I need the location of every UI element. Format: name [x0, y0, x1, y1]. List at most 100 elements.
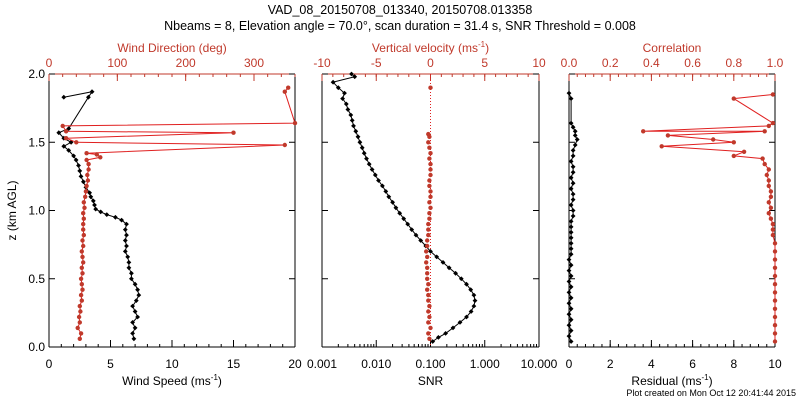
correlation-data-point: [568, 229, 574, 235]
correlation-data-point: [770, 227, 776, 232]
snr-data-point: [353, 128, 359, 134]
wind-data-point: [85, 178, 91, 183]
snr-data-point: [357, 139, 363, 145]
wind-data-point: [104, 212, 110, 217]
wind-data-point: [86, 161, 91, 167]
correlation-data-point: [572, 133, 578, 138]
wind-data-point: [63, 136, 69, 141]
snr-data-point: [345, 107, 351, 112]
snr-data-point: [425, 265, 430, 270]
wind-xtick-label: 5: [107, 357, 114, 371]
correlation-xtick-label: 4: [648, 357, 655, 371]
wind-data-point: [124, 232, 129, 238]
correlation-top-tick-label: 0.0: [561, 56, 578, 70]
correlation-series-0: [566, 90, 580, 344]
correlation-xtick-label: 8: [730, 357, 737, 371]
snr-data-point: [425, 287, 430, 292]
correlation-data-point: [770, 232, 776, 238]
wind-ytick-label: 0.0: [28, 340, 45, 354]
snr-data-point: [471, 303, 477, 309]
wind-data-point: [77, 168, 83, 174]
snr-data-point: [380, 183, 385, 189]
snr-data-point: [472, 298, 478, 303]
snr-data-point: [426, 227, 431, 232]
snr-data-point: [409, 227, 415, 232]
correlation-data-point: [772, 249, 778, 254]
correlation-data-point: [570, 169, 576, 175]
wind-data-point: [80, 238, 85, 243]
correlation-xlabel-tail: ): [709, 374, 713, 388]
wind-ytick-label: 1.0: [28, 204, 45, 218]
wind-ytick-label: 2.0: [28, 67, 45, 81]
correlation-top-tick-label: 1.0: [767, 56, 784, 70]
correlation-data-point: [570, 180, 576, 186]
correlation-data-point: [741, 149, 747, 154]
snr-data-point: [426, 221, 431, 227]
correlation-top-tick-label: 0.8: [725, 56, 742, 70]
correlation-data-point: [566, 300, 572, 306]
wind-data-point: [81, 227, 86, 232]
wind-data-point: [81, 232, 87, 238]
wind-data-point: [63, 129, 69, 134]
snr-data-point: [426, 131, 431, 137]
correlation-data-point: [570, 191, 576, 197]
snr-data-point: [424, 249, 429, 254]
wind-data-point: [84, 157, 89, 163]
wind-data-point: [90, 198, 96, 204]
snr-data-point: [418, 238, 424, 243]
wind-data-point: [61, 143, 67, 149]
correlation-data-point: [772, 339, 778, 344]
correlation-data-point: [568, 273, 574, 279]
wind-ytick-label: 0.5: [28, 272, 45, 286]
snr-data-point: [468, 309, 474, 314]
snr-data-point: [428, 172, 433, 178]
wind-data-point: [282, 89, 287, 94]
wind-data-point: [292, 120, 298, 126]
snr-data-point: [390, 199, 395, 205]
correlation-data-point: [572, 142, 578, 148]
correlation-data-point: [566, 322, 572, 328]
wind-xlabel: Wind Speed (ms-1): [122, 373, 222, 388]
wind-data-point: [86, 94, 91, 100]
wind-data-point: [89, 89, 95, 95]
wind-data-point: [122, 227, 128, 232]
snr-data-point: [425, 276, 430, 281]
plot-created-footer: Plot created on Mon Oct 12 20:41:44 2015: [626, 388, 796, 398]
wind-data-point: [78, 292, 84, 298]
correlation-data-point: [766, 178, 771, 183]
correlation-data-point: [568, 202, 574, 208]
snr-top-label-tail: ): [485, 41, 489, 55]
wind-data-point: [122, 238, 128, 243]
wind-data-point: [81, 200, 87, 205]
snr-data-point: [450, 325, 456, 331]
correlation-data-point: [568, 120, 574, 126]
snr-top-label: Vertical velocity (ms-1): [372, 40, 489, 55]
wind-data-point: [98, 209, 104, 215]
snr-data-point: [464, 281, 469, 287]
wind-series-1: [60, 85, 298, 341]
wind-xlabel-sup: -1: [211, 373, 219, 382]
correlation-data-point: [570, 208, 576, 213]
correlation-data-point: [772, 290, 778, 295]
wind-data-point: [77, 336, 83, 341]
snr-data-point: [426, 309, 431, 314]
wind-data-point: [124, 243, 129, 249]
correlation-xtick-label: 2: [607, 357, 614, 371]
correlation-data-point: [566, 279, 572, 284]
wind-ylabel: z (km AGL): [5, 180, 19, 240]
correlation-data-point: [568, 295, 574, 301]
correlation-data-point: [568, 219, 574, 224]
wind-data-point: [79, 298, 85, 303]
wind-data-point: [133, 298, 139, 303]
snr-data-point: [428, 85, 433, 90]
correlation-data-point: [760, 156, 765, 161]
wind-data-point: [92, 202, 97, 208]
wind-data-point: [78, 309, 83, 314]
snr-data-point: [428, 325, 433, 331]
correlation-data-point: [731, 153, 736, 159]
wind-top-label: Wind Direction (deg): [117, 41, 226, 55]
correlation-data-point: [568, 284, 574, 290]
wind-data-point: [130, 331, 135, 336]
wind-xtick-label: 0: [46, 357, 53, 371]
snr-top-tick-label: -10: [313, 56, 331, 70]
